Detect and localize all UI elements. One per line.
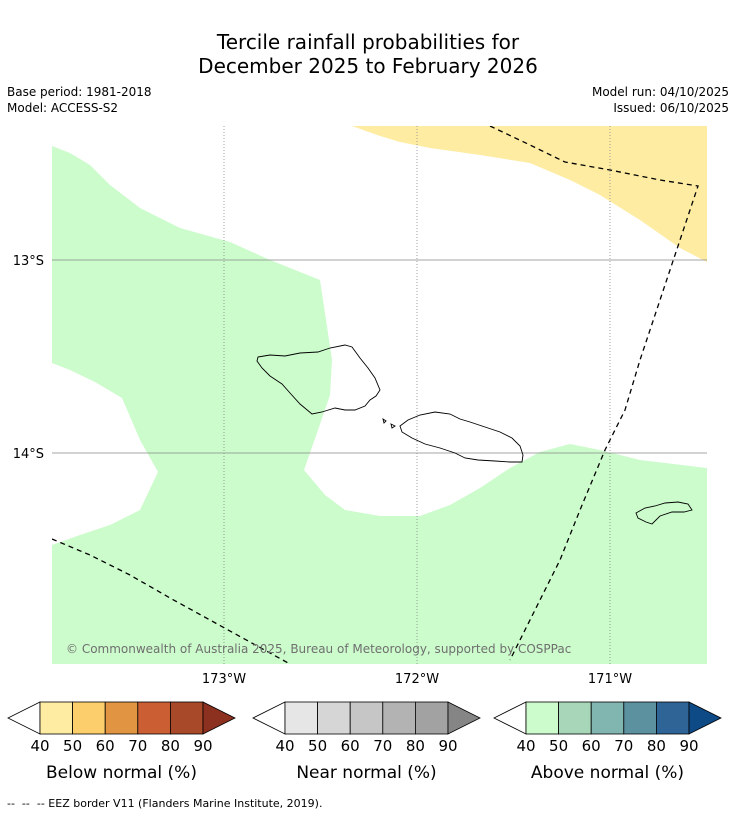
colorbar-3-tick: 70 bbox=[614, 737, 633, 755]
island-apolima bbox=[382, 417, 387, 424]
model-name: Model: ACCESS-S2 bbox=[7, 101, 119, 115]
colorbar-1-tick: 60 bbox=[96, 737, 115, 755]
colorbar-3-segment-2 bbox=[558, 701, 592, 735]
above-normal-region bbox=[52, 146, 707, 664]
colorbar-2-tick: 90 bbox=[438, 737, 457, 755]
map-frame: © Commonwealth of Australia 2025, Bureau… bbox=[52, 126, 707, 664]
title-line-2: December 2025 to February 2026 bbox=[198, 54, 538, 78]
colorbar-2-tick: 50 bbox=[308, 737, 327, 755]
colorbar-3-title: Above normal (%) bbox=[531, 763, 684, 783]
colorbar-3-tick: 90 bbox=[679, 737, 698, 755]
base-period: Base period: 1981-2018 bbox=[7, 85, 152, 99]
colorbar-3-over-triangle bbox=[688, 701, 722, 735]
gridlines bbox=[52, 126, 707, 664]
chart-title: Tercile rainfall probabilities for Decem… bbox=[0, 30, 736, 78]
colorbar-3-tick: 80 bbox=[647, 737, 666, 755]
colorbar-2-over-triangle bbox=[447, 701, 481, 735]
lat-label-14s: 14°S bbox=[13, 447, 44, 462]
colorbar-1-title: Below normal (%) bbox=[46, 763, 197, 783]
colorbar-3-tick: 60 bbox=[582, 737, 601, 755]
island-tutuila bbox=[635, 501, 693, 525]
title-line-1: Tercile rainfall probabilities for bbox=[216, 30, 520, 54]
lon-label-171w: 171°W bbox=[588, 672, 632, 687]
issued-date: Issued: 06/10/2025 bbox=[613, 101, 729, 115]
colorbar-1-under-triangle bbox=[7, 701, 41, 735]
colorbar-1-tick: 80 bbox=[161, 737, 180, 755]
meta-left: Base period: 1981-2018 Model: ACCESS-S2 bbox=[7, 84, 152, 116]
colorbar-2-segment-2 bbox=[317, 701, 351, 735]
colorbar-1-tick: 40 bbox=[30, 737, 49, 755]
colorbar-1-tick: 90 bbox=[193, 737, 212, 755]
colorbar-1-segment-2 bbox=[72, 701, 106, 735]
colorbar-1-over-triangle bbox=[202, 701, 236, 735]
model-run-date: Model run: 04/10/2025 bbox=[591, 85, 729, 99]
meta-right: Model run: 04/10/2025 Issued: 06/10/2025 bbox=[592, 84, 729, 116]
colorbar-1-segment-3 bbox=[104, 701, 139, 735]
colorbar-2-tick: 60 bbox=[341, 737, 360, 755]
colorbars: 40 50 60 70 80 90 Below normal (%) 40 50 60 70 80 90… bbox=[7, 701, 722, 783]
colorbar-3-segment-1 bbox=[525, 701, 559, 735]
colorbar-2-under-triangle bbox=[252, 701, 286, 735]
below-normal-region bbox=[352, 126, 707, 262]
colorbar-1-segment-4 bbox=[137, 701, 171, 735]
colorbar-2-segment-4 bbox=[382, 701, 416, 735]
colorbar-1-tick: 70 bbox=[128, 737, 147, 755]
colorbar-1-segment-1 bbox=[39, 701, 73, 735]
colorbar-2-tick: 70 bbox=[373, 737, 392, 755]
colorbar-1-segment-5 bbox=[169, 701, 204, 735]
colorbar-3-tick: 50 bbox=[549, 737, 568, 755]
colorbar-2-segment-1 bbox=[284, 701, 318, 735]
island-manono bbox=[390, 423, 396, 429]
islands bbox=[256, 344, 693, 525]
colorbar-3-tick: 40 bbox=[516, 737, 535, 755]
colorbar-2-segment-3 bbox=[349, 701, 384, 735]
lon-label-173w: 173°W bbox=[202, 672, 246, 687]
colorbar-3-segment-4 bbox=[623, 701, 657, 735]
colorbar-2-title: Near normal (%) bbox=[296, 763, 436, 783]
colorbar-2-segment-5 bbox=[414, 701, 449, 735]
colorbar-2-tick: 40 bbox=[275, 737, 294, 755]
colorbar-3-segment-3 bbox=[590, 701, 625, 735]
colorbar-2-tick: 80 bbox=[406, 737, 425, 755]
island-upolu bbox=[399, 411, 524, 463]
lat-label-13s: 13°S bbox=[13, 254, 44, 269]
island-savaii bbox=[256, 344, 381, 415]
lon-label-172w: 172°W bbox=[395, 672, 439, 687]
colorbar-3: 40 50 60 70 80 90 Above normal (%) bbox=[493, 701, 722, 783]
colorbar-3-under-triangle bbox=[493, 701, 527, 735]
colorbar-1-tick: 50 bbox=[63, 737, 82, 755]
colorbar-3-segment-5 bbox=[656, 701, 690, 735]
colorbar-1: 40 50 60 70 80 90 Below normal (%) bbox=[7, 701, 236, 783]
copyright-notice: © Commonwealth of Australia 2025, Bureau… bbox=[66, 642, 571, 656]
eez-footnote: -- -- -- EEZ border V11 (Flanders Marine… bbox=[7, 797, 323, 810]
